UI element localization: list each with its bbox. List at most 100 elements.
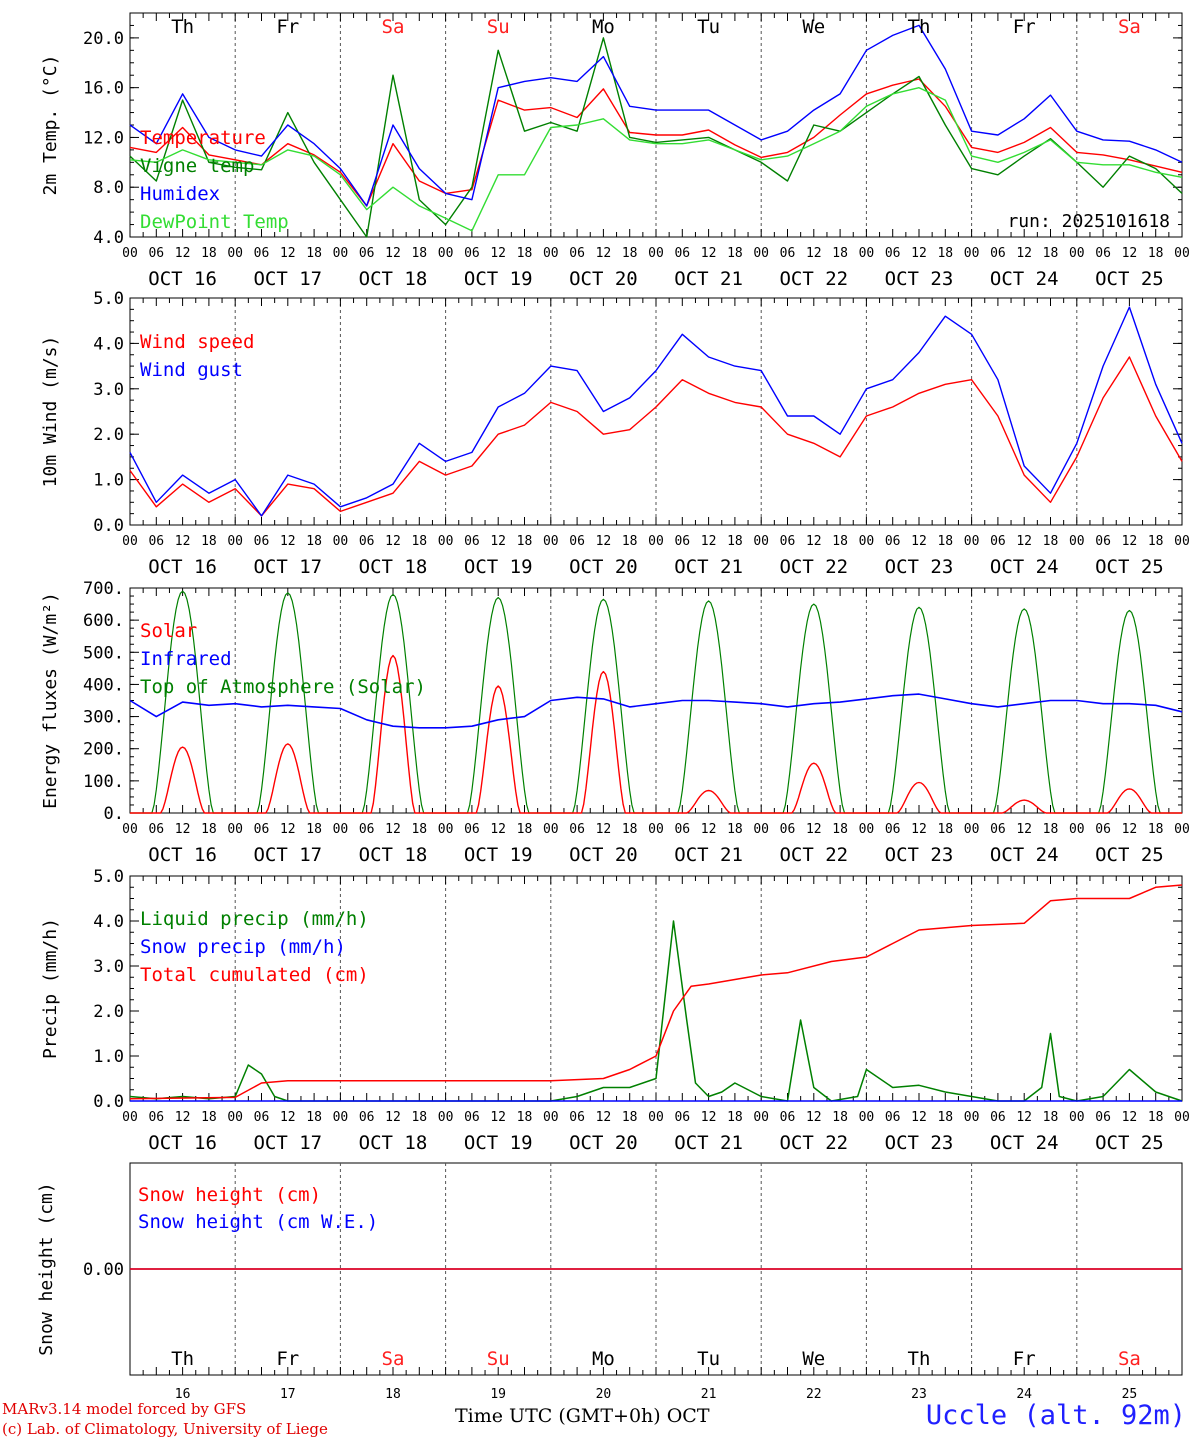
hour-tick-label: 00 xyxy=(1174,1110,1190,1125)
hour-tick-label: 18 xyxy=(1148,1110,1164,1125)
hour-tick-label: 00 xyxy=(122,822,138,837)
day-number-label: 23 xyxy=(911,1387,927,1400)
date-label: OCT 23 xyxy=(885,556,954,578)
date-label: OCT 23 xyxy=(885,1132,954,1154)
hour-tick-label: 06 xyxy=(359,1110,375,1125)
date-label: OCT 18 xyxy=(359,268,428,290)
hour-tick-label: 12 xyxy=(596,822,612,837)
y-tick-label: 8.0 xyxy=(93,178,124,198)
date-label: OCT 21 xyxy=(674,268,743,290)
hour-tick-label: 12 xyxy=(280,822,296,837)
date-label: OCT 20 xyxy=(569,268,638,290)
hour-tick-label: 12 xyxy=(175,534,191,549)
series-wind-gust xyxy=(129,306,1183,517)
day-number-label: 24 xyxy=(1016,1387,1032,1400)
hour-tick-label: 12 xyxy=(596,534,612,549)
hour-tick-label: 12 xyxy=(806,822,822,837)
hour-tick-label: 06 xyxy=(885,246,901,261)
series-liquid-precip-mm-h- xyxy=(129,920,1183,1102)
hour-tick-label: 06 xyxy=(990,246,1006,261)
legend-entry: Total cumulated (cm) xyxy=(140,964,369,986)
date-label: OCT 21 xyxy=(674,556,743,578)
hour-tick-label: 00 xyxy=(543,246,559,261)
hour-tick-label: 12 xyxy=(385,534,401,549)
series-infrared xyxy=(129,693,1183,729)
y-tick-label: 16.0 xyxy=(83,79,124,99)
y-tick-label: 12.0 xyxy=(83,128,124,148)
date-label: OCT 22 xyxy=(779,1132,848,1154)
day-number-label: 16 xyxy=(175,1387,191,1400)
x-axis-label: Time UTC (GMT+0h) OCT xyxy=(455,1405,710,1427)
weekday-label: Fr xyxy=(276,16,299,38)
hour-tick-label: 00 xyxy=(333,246,349,261)
hour-tick-label: 06 xyxy=(885,1110,901,1125)
credit-line-2: (c) Lab. of Climatology, University of L… xyxy=(2,1420,328,1438)
date-label: OCT 19 xyxy=(464,844,533,866)
hour-tick-label: 12 xyxy=(280,1110,296,1125)
hour-tick-label: 18 xyxy=(517,246,533,261)
y-tick-label: 4.0 xyxy=(93,912,124,932)
hour-tick-label: 00 xyxy=(438,534,454,549)
x-axis-labels: 00 06 12 18 OCT 16 00 06 12 18 OCT 17 00 06 12 18 OCT … xyxy=(122,1110,1190,1154)
hour-tick-label: 06 xyxy=(674,1110,690,1125)
hour-tick-label: 06 xyxy=(569,1110,585,1125)
panel-frame xyxy=(129,1162,1183,1376)
hour-tick-label: 06 xyxy=(780,246,796,261)
meteogram: 4.0 8.0 12.0 16.0 20.0 2m Temp. (°C) 00 06 12 18 O… xyxy=(36,12,1190,1400)
weekday-label: Tu xyxy=(697,16,720,38)
hour-tick-label: 18 xyxy=(937,822,953,837)
hour-tick-label: 12 xyxy=(1016,1110,1032,1125)
hour-tick-label: 06 xyxy=(359,822,375,837)
hour-tick-label: 00 xyxy=(1069,246,1085,261)
date-label: OCT 24 xyxy=(990,1132,1059,1154)
hour-tick-label: 18 xyxy=(622,534,638,549)
legend-entry: Infrared xyxy=(140,648,232,670)
weekday-label: Th xyxy=(908,1348,931,1370)
hour-tick-label: 00 xyxy=(1174,246,1190,261)
hour-tick-label: 18 xyxy=(727,534,743,549)
weekday-label: Fr xyxy=(1013,16,1036,38)
hour-tick-label: 18 xyxy=(832,246,848,261)
hour-tick-label: 18 xyxy=(411,534,427,549)
hour-tick-label: 00 xyxy=(964,822,980,837)
date-label: OCT 19 xyxy=(464,556,533,578)
hour-tick-label: 12 xyxy=(1122,822,1138,837)
y-tick-label: 4.0 xyxy=(93,334,124,354)
hour-tick-label: 12 xyxy=(701,246,717,261)
hour-tick-label: 12 xyxy=(911,246,927,261)
legend-entry: Temperature xyxy=(140,127,266,149)
hour-tick-label: 06 xyxy=(780,534,796,549)
legend-entry: Top of Atmosphere (Solar) xyxy=(140,676,426,698)
series-temperature xyxy=(129,78,1183,207)
hour-tick-label: 12 xyxy=(701,1110,717,1125)
hour-tick-label: 18 xyxy=(727,1110,743,1125)
weekday-label: Fr xyxy=(276,1348,299,1370)
hour-tick-label: 00 xyxy=(438,246,454,261)
x-axis-labels: 00 06 12 18 OCT 16 00 06 12 18 OCT 17 00 06 12 18 OCT … xyxy=(122,246,1190,290)
hour-tick-label: 18 xyxy=(517,822,533,837)
hour-tick-label: 12 xyxy=(806,246,822,261)
plot-border xyxy=(129,587,1183,814)
day-number-label: 21 xyxy=(701,1387,717,1400)
y-tick-label: 200. xyxy=(83,740,124,760)
hour-tick-label: 00 xyxy=(648,534,664,549)
hour-tick-label: 12 xyxy=(280,534,296,549)
date-label: OCT 18 xyxy=(359,1132,428,1154)
hour-tick-label: 00 xyxy=(753,1110,769,1125)
day-number-label: 17 xyxy=(280,1387,296,1400)
wind-series xyxy=(129,306,1183,517)
legend: Temperature Vigne temp Humidex DewPoint Tem… xyxy=(140,127,289,233)
y-axis-label: Snow height (cm) xyxy=(36,1182,57,1355)
hour-tick-label: 00 xyxy=(1069,1110,1085,1125)
hour-tick-label: 06 xyxy=(674,534,690,549)
hour-tick-label: 18 xyxy=(201,534,217,549)
hour-tick-label: 06 xyxy=(464,246,480,261)
series-humidex xyxy=(129,24,1183,207)
hour-tick-label: 06 xyxy=(1095,1110,1111,1125)
y-tick-label: 0.00 xyxy=(83,1260,124,1280)
hour-tick-label: 18 xyxy=(727,246,743,261)
hour-tick-label: 06 xyxy=(254,246,270,261)
hour-tick-label: 18 xyxy=(306,1110,322,1125)
hour-tick-label: 00 xyxy=(964,246,980,261)
hour-tick-label: 12 xyxy=(175,246,191,261)
